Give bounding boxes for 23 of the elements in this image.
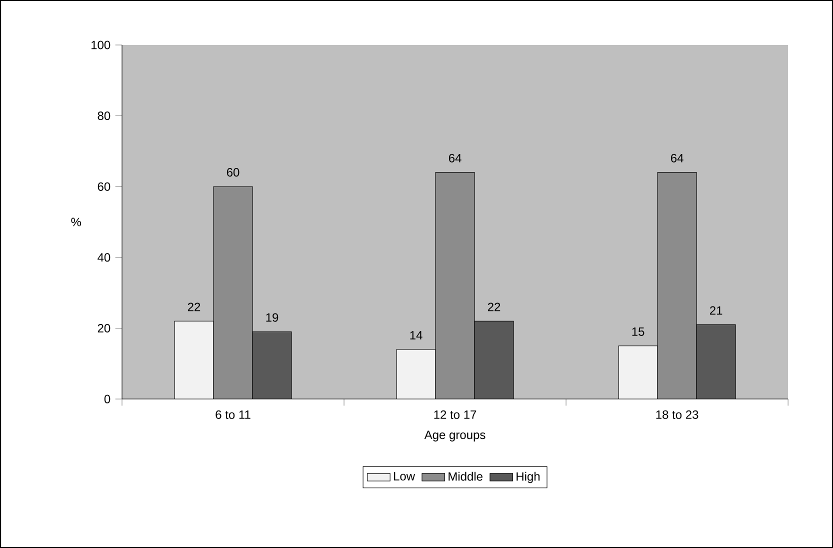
- y-tick-label: 20: [98, 324, 110, 332]
- y-tick-label: 60: [98, 182, 110, 191]
- y-axis-title: %: [71, 218, 82, 226]
- data-label: 64: [670, 154, 684, 162]
- y-tick-label: 40: [98, 253, 110, 262]
- legend-label: Middle: [448, 472, 482, 481]
- data-label: 64: [448, 154, 462, 162]
- data-label: 21: [710, 306, 722, 315]
- x-tick-label: 12 to 17: [434, 410, 476, 419]
- x-tick-label: 18 to 23: [656, 410, 698, 419]
- data-label: 22: [188, 302, 200, 312]
- y-tick-label: 100: [92, 40, 110, 50]
- data-label: 60: [226, 168, 240, 177]
- legend-label: High: [516, 472, 540, 484]
- y-tick-label: 0: [104, 394, 110, 404]
- data-label: 14: [410, 331, 422, 340]
- y-tick-label: 80: [98, 112, 110, 120]
- data-label: 19: [266, 313, 278, 322]
- legend-label: Low: [394, 472, 416, 480]
- data-label: 22: [488, 302, 500, 312]
- x-axis-title: Age groups: [424, 430, 486, 442]
- data-label: 15: [632, 327, 644, 336]
- x-tick-label: 6 to 11: [216, 410, 250, 419]
